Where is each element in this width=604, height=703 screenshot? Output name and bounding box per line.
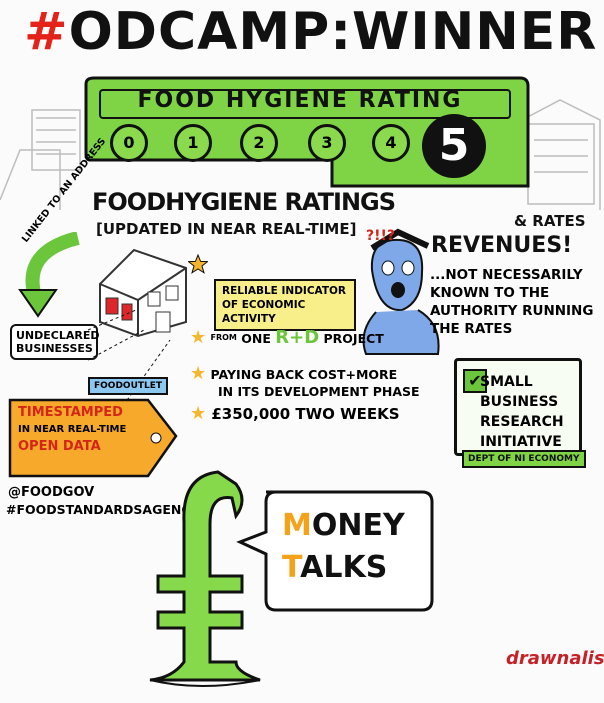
check-icon: ✔ (463, 369, 487, 393)
money-talks: MONEY TALKS (282, 505, 442, 589)
sbri-line-4: INITIATIVE (480, 434, 562, 450)
rates-revenues: REVENUES! (430, 232, 573, 259)
rating-5-selected: 5 (422, 114, 486, 178)
sbri-box: ✔ (454, 358, 582, 456)
title-text: ODCAMP:WINNER (68, 2, 598, 62)
sbri-line-1: SMALL (480, 374, 533, 390)
talks-rest: ALKS (300, 550, 388, 585)
rates-note: ...NOT NECESSARILY KNOWN TO THE AUTHORIT… (430, 267, 594, 337)
undeclared-text: UNDECLARED BUSINESSES (16, 329, 100, 355)
bullet-1-project: PROJECT (323, 331, 384, 346)
tag-line-3: OPEN DATA (18, 439, 101, 454)
bullet-3-text: £350,000 TWO WEEKS (211, 405, 400, 423)
rating-0: 0 (110, 124, 148, 162)
bullet-1-rd: R+D (275, 327, 320, 348)
speech-bubble (236, 490, 434, 612)
sbri-text: SMALL BUSINESS RESEARCH INITIATIVE (480, 372, 570, 452)
bullet-1-small: FROM (210, 333, 237, 342)
star-icon: ★ (190, 363, 207, 384)
sbri-line-3: RESEARCH (480, 414, 564, 430)
rating-2: 2 (240, 124, 278, 162)
tag-line-1: TIMESTAMPED (18, 405, 123, 420)
undeclared-box: UNDECLARED BUSINESSES (10, 324, 100, 360)
food-outlet-label: FOODOUTLET (88, 377, 169, 395)
dashed-connectors (87, 309, 171, 411)
twitter-handle: @FOODGOV (8, 485, 95, 500)
pound-sign-icon (149, 470, 261, 687)
exclaim-marks: ?!!? (366, 228, 396, 244)
subheading: FOODHYGIENE RATINGS (92, 188, 396, 216)
bullet-1-one: ONE (241, 331, 271, 346)
hashtag: #FOODSTANDARDSAGENCY (6, 502, 200, 517)
bullet-2: ★ PAYING BACK COST+MORE (190, 363, 398, 384)
sbri-line-2: BUSINESS (480, 394, 559, 410)
updated-note: [UPDATED IN NEAR REAL-TIME] (96, 220, 357, 238)
page-title: #ODCAMP:WINNER (10, 2, 600, 66)
bullet-2-cont: IN ITS DEVELOPMENT PHASE (218, 384, 420, 399)
reliable-indicator-box: RELIABLE INDICATOR OF ECONOMIC ACTIVITY (214, 279, 356, 331)
revenues-text: REVENUES! (431, 233, 573, 258)
star-icon (188, 254, 208, 274)
tag-line-2: IN NEAR REAL-TIME (18, 424, 127, 435)
price-tag-shape (8, 398, 178, 478)
skyline-illustration (0, 99, 601, 210)
bullet-3: ★ £350,000 TWO WEEKS (190, 403, 400, 424)
dept-text: DEPT OF NI ECONOMY (468, 454, 580, 464)
curved-arrow-icon (18, 232, 80, 318)
reliable-indicator-text: RELIABLE INDICATOR OF ECONOMIC ACTIVITY (222, 285, 347, 325)
rating-4: 4 (372, 124, 410, 162)
food-outlet-text: FOODOUTLET (94, 381, 163, 391)
star-icon: ★ (190, 327, 207, 348)
shocked-person-illustration (362, 228, 440, 355)
money-rest: ONEY (311, 508, 405, 543)
rating-3: 3 (308, 124, 346, 162)
title-hash: # (24, 2, 69, 62)
rates-heading: & RATES (514, 212, 586, 230)
dept-badge: DEPT OF NI ECONOMY (462, 450, 586, 468)
bullet-2-line-1: PAYING BACK COST+MORE (210, 367, 398, 382)
money-initial: M (282, 508, 312, 543)
star-icon: ★ (190, 403, 207, 424)
brand-logo: drawnalism (506, 648, 604, 669)
rating-heading: FOOD HYGIENE RATING (137, 88, 463, 113)
timestamped-text: TIMESTAMPED IN NEAR REAL-TIME OPEN DATA (18, 404, 138, 455)
bullet-1: ★ FROM ONE R+D PROJECT (190, 327, 384, 348)
talks-initial: T (282, 550, 301, 585)
food-hygiene-rating-board: FOOD HYGIENE RATING 0 1 2 3 4 5 (82, 74, 532, 192)
rating-1: 1 (174, 124, 212, 162)
house-icon (99, 248, 187, 338)
